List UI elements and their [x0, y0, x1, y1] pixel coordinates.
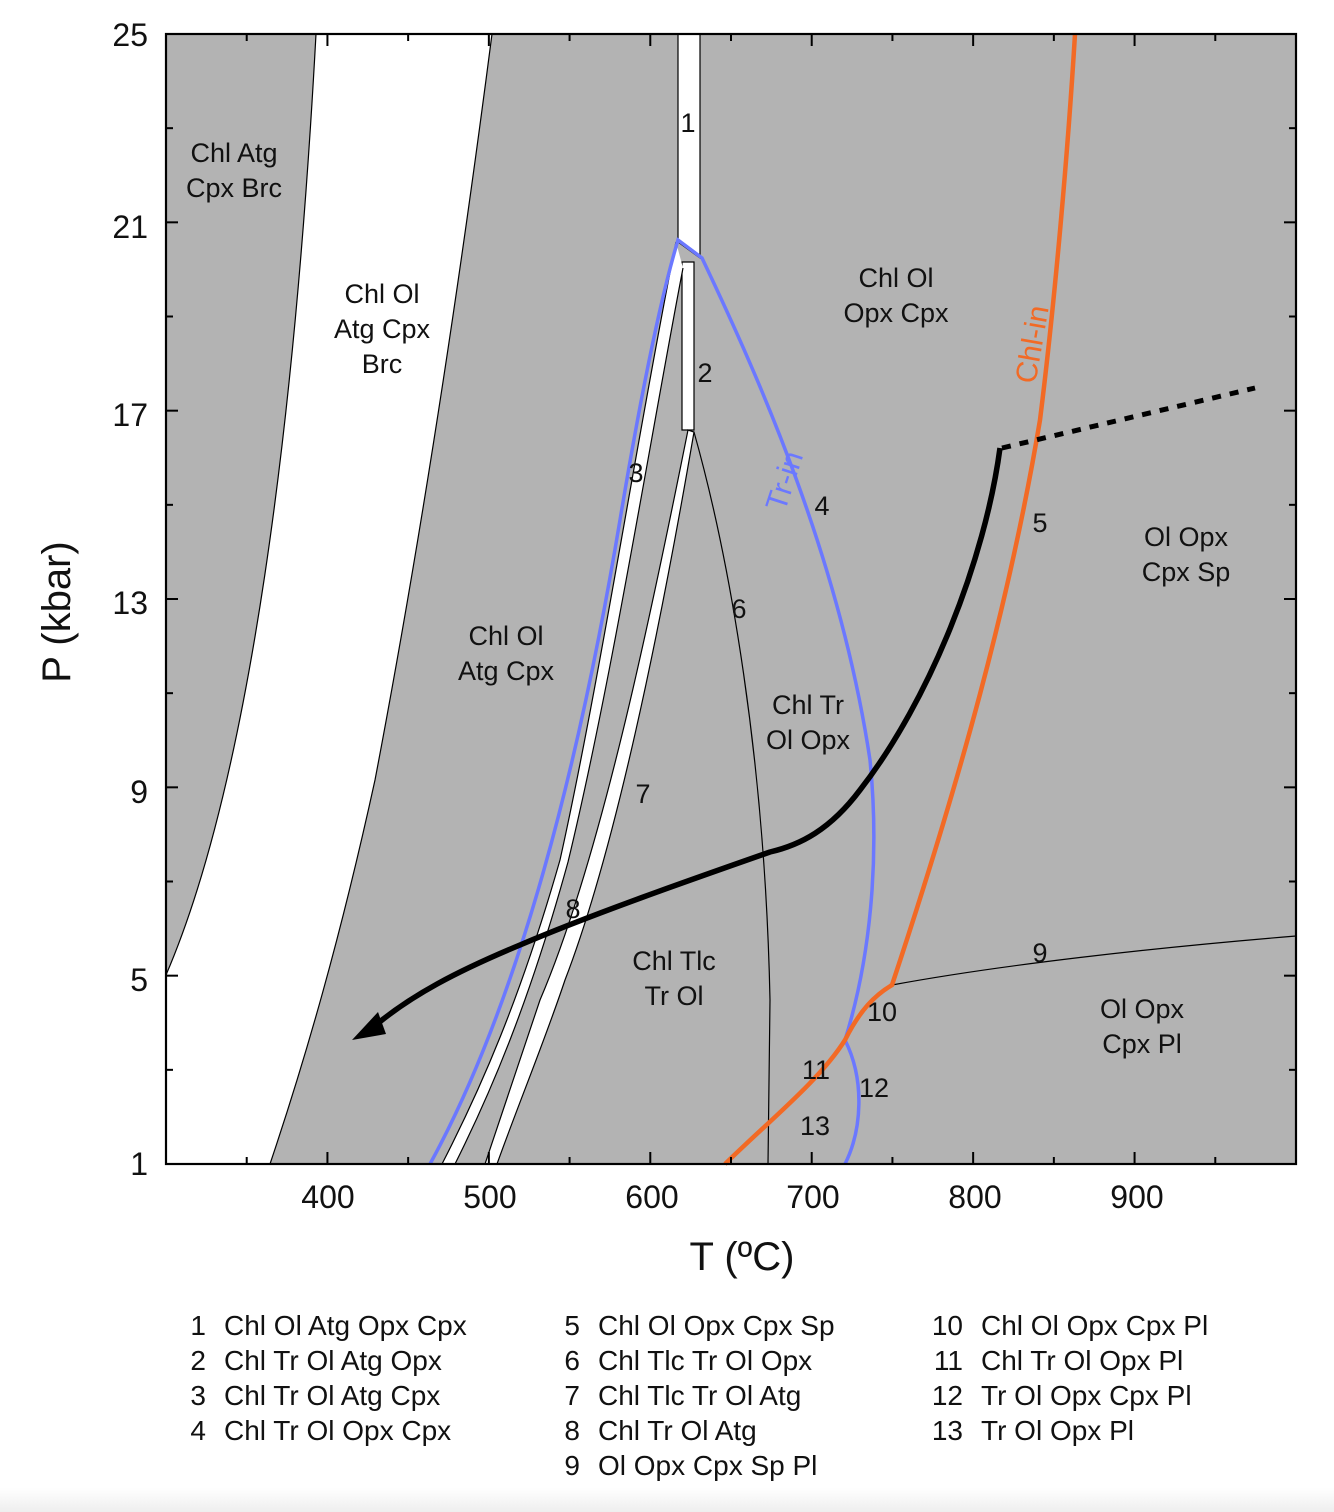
legend-number: 5 — [564, 1310, 580, 1341]
y-tick-label: 5 — [130, 962, 148, 998]
field-number-8: 8 — [565, 894, 580, 924]
boundary-9 — [891, 935, 1297, 986]
field-number-3: 3 — [628, 458, 643, 488]
field-label-line: Chl Ol Opx Cpx — [843, 263, 949, 328]
y-axis-title: P (kbar) — [35, 541, 79, 683]
x-tick-label: 700 — [786, 1179, 839, 1215]
field-number-9: 9 — [1032, 938, 1047, 968]
field-number-7: 7 — [635, 779, 650, 809]
field-label-chl-ol-opx-cpx: Chl Ol Opx Cpx — [843, 263, 949, 328]
field-number-1: 1 — [680, 108, 695, 138]
field-label-line: Ol Opx Cpx Pl — [1100, 994, 1185, 1059]
legend-entry: Chl Tlc Tr Ol Opx — [598, 1345, 812, 1376]
tr-in-curve — [428, 237, 876, 1165]
legend-number: 9 — [564, 1450, 580, 1481]
boundary-brc-out — [269, 33, 493, 1165]
legend-entry: Chl Ol Opx Cpx Pl — [981, 1310, 1208, 1341]
field-label-line: Ol Opx Cpx Sp — [1142, 522, 1231, 587]
legend-number: 1 — [190, 1310, 206, 1341]
legend-entry: Ol Opx Cpx Sp Pl — [598, 1450, 817, 1481]
y-tick-label: 13 — [112, 585, 148, 621]
field-label-chl-tlc-tr-ol: Chl Tlc Tr Ol — [632, 946, 716, 1011]
legend-number: 3 — [190, 1380, 206, 1411]
field-number-5: 5 — [1032, 508, 1047, 538]
x-tick-label: 400 — [301, 1179, 354, 1215]
legend-number: 8 — [564, 1415, 580, 1446]
legend-number: 12 — [932, 1380, 963, 1411]
field-number-12: 12 — [859, 1073, 889, 1103]
y-tick-label: 1 — [130, 1146, 148, 1182]
legend-entry: Chl Tr Ol Opx Cpx — [224, 1415, 451, 1446]
legend-entry: Tr Ol Opx Pl — [981, 1415, 1134, 1446]
white-field-1 — [677, 33, 701, 260]
legend-entry: Chl Tlc Tr Ol Atg — [598, 1380, 801, 1411]
axis-ticks — [166, 33, 1296, 1165]
pt-path-dotted-extension — [1001, 385, 1256, 451]
field-label-line: Chl Ol Atg Cpx Brc — [334, 279, 431, 379]
legend: 1 Chl Ol Atg Opx Cpx 2 Chl Tr Ol Atg Opx 3 Ch… — [190, 1310, 1208, 1481]
pt-path — [368, 447, 1003, 1033]
y-tick-label: 17 — [112, 397, 148, 433]
chl-in-curve — [723, 33, 1078, 1166]
legend-entry: Chl Tr Ol Opx Pl — [981, 1345, 1183, 1376]
field-label-line: Chl Tlc Tr Ol — [632, 946, 716, 1011]
legend-number: 11 — [934, 1345, 963, 1376]
white-field-chl-ol-atg-cpx-brc — [166, 34, 492, 1164]
legend-entry: Tr Ol Opx Cpx Pl — [981, 1380, 1192, 1411]
pt-path-arrowhead — [352, 1012, 386, 1040]
field-label-line: Chl Atg Cpx Brc — [186, 138, 282, 203]
field-label-chl-ol-atg-cpx: Chl Ol Atg Cpx — [458, 621, 555, 686]
y-tick-label: 9 — [130, 774, 148, 810]
boundary-3-left — [441, 241, 677, 1165]
field-number-10: 10 — [867, 997, 897, 1027]
legend-number: 10 — [932, 1310, 963, 1341]
legend-number: 2 — [190, 1345, 206, 1376]
field-number-11: 11 — [802, 1055, 830, 1085]
field-label-ol-opx-cpx-pl: Ol Opx Cpx Pl — [1100, 994, 1185, 1059]
legend-number: 7 — [564, 1380, 580, 1411]
x-tick-label: 600 — [625, 1179, 678, 1215]
legend-entry: Chl Ol Opx Cpx Sp — [598, 1310, 835, 1341]
bottom-fade — [0, 1488, 1334, 1512]
field-label-ol-opx-cpx-sp: Ol Opx Cpx Sp — [1142, 522, 1231, 587]
legend-number: 13 — [932, 1415, 963, 1446]
y-tick-label: 25 — [112, 17, 148, 53]
field-number-13: 13 — [800, 1111, 830, 1141]
boundary-6 — [693, 431, 771, 1165]
field-label-line: Chl Tr Ol Opx — [766, 690, 851, 755]
boundary-atg-out — [165, 33, 317, 976]
field-label-chl-atg-cpx-brc: Chl Atg Cpx Brc — [186, 138, 282, 203]
legend-number: 4 — [190, 1415, 206, 1446]
field-label-chl-tr-ol-opx: Chl Tr Ol Opx — [766, 690, 851, 755]
legend-number: 6 — [564, 1345, 580, 1376]
x-tick-label: 500 — [463, 1179, 516, 1215]
white-field-2 — [681, 261, 695, 431]
y-tick-label: 21 — [112, 209, 148, 245]
field-number-4: 4 — [814, 491, 829, 521]
field-number-6: 6 — [731, 594, 746, 624]
x-tick-label: 800 — [948, 1179, 1001, 1215]
legend-entry: Chl Tr Ol Atg — [598, 1415, 757, 1446]
legend-entry: Chl Tr Ol Atg Opx — [224, 1345, 442, 1376]
field-number-2: 2 — [697, 358, 712, 388]
legend-entry: Chl Ol Atg Opx Cpx — [224, 1310, 467, 1341]
field-label-chl-ol-atg-cpx-brc: Chl Ol Atg Cpx Brc — [334, 279, 431, 379]
x-axis-title: T (ºC) — [690, 1235, 795, 1279]
x-tick-label: 900 — [1110, 1179, 1163, 1215]
boundary-3-right — [454, 267, 684, 1165]
field-label-line: Chl Ol Atg Cpx — [458, 621, 555, 686]
legend-entry: Chl Tr Ol Atg Cpx — [224, 1380, 440, 1411]
